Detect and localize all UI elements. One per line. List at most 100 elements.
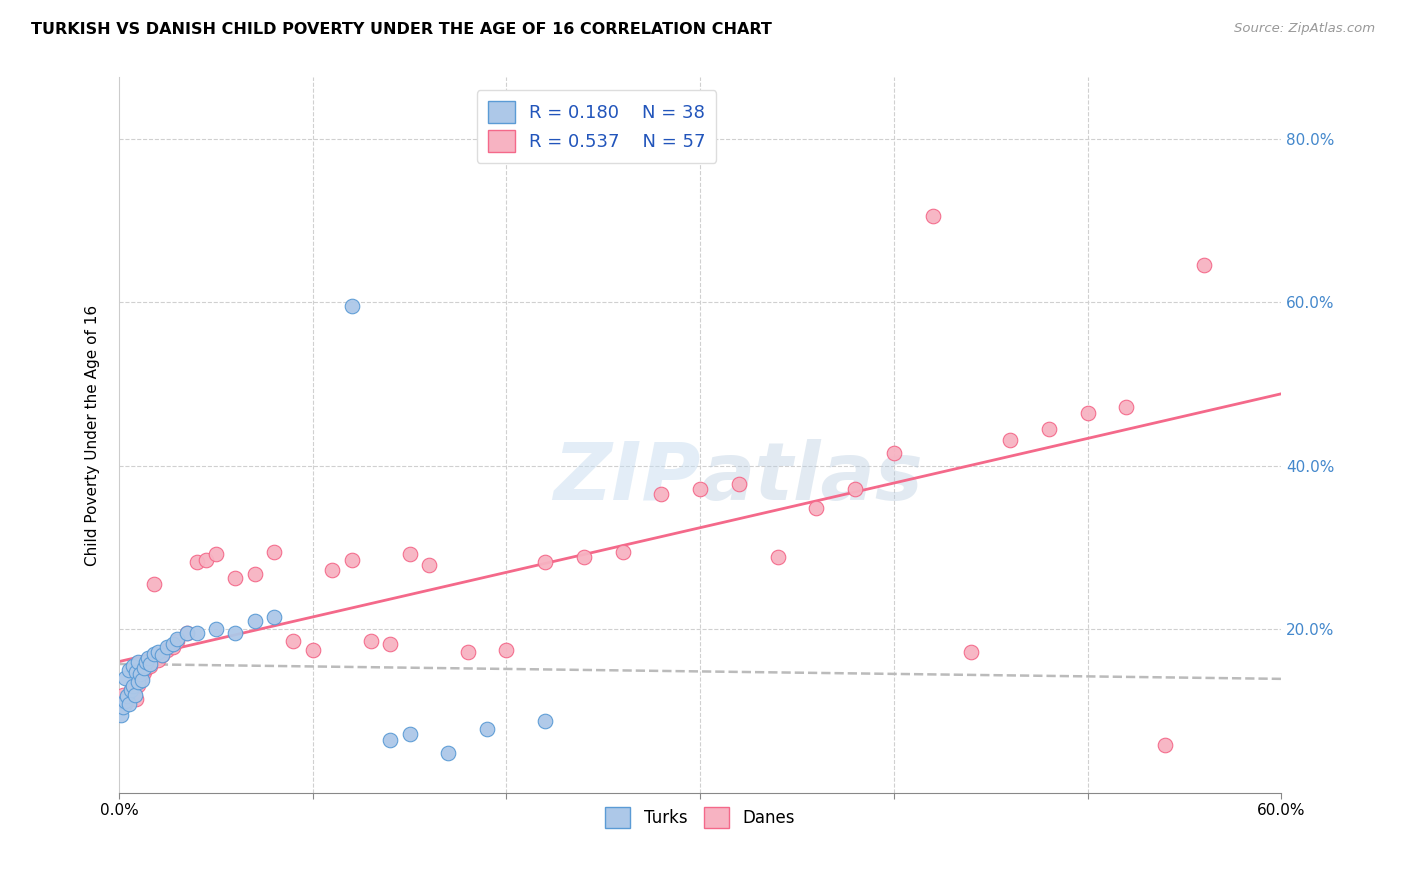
Point [124, 688, 146, 702]
Point [205, 547, 228, 561]
Point [883, 446, 905, 460]
Point [689, 482, 711, 496]
Point [1154, 738, 1177, 752]
Point [398, 547, 420, 561]
Point [321, 563, 343, 577]
Text: TURKISH VS DANISH CHILD POVERTY UNDER THE AGE OF 16 CORRELATION CHART: TURKISH VS DANISH CHILD POVERTY UNDER TH… [31, 22, 772, 37]
Point [176, 626, 198, 640]
Point [111, 699, 134, 714]
Point [360, 634, 382, 648]
Point [120, 683, 142, 698]
Point [121, 659, 143, 673]
Point [136, 650, 159, 665]
Point [110, 708, 132, 723]
Point [418, 558, 440, 573]
Point [1192, 259, 1215, 273]
Point [139, 659, 162, 673]
Point [1038, 422, 1060, 436]
Point [162, 637, 184, 651]
Point [186, 555, 208, 569]
Point [844, 482, 866, 496]
Point [139, 657, 162, 671]
Point [114, 671, 136, 685]
Point [380, 732, 402, 747]
Point [176, 626, 198, 640]
Point [127, 655, 149, 669]
Point [156, 642, 179, 657]
Point [131, 673, 153, 687]
Point [114, 698, 136, 712]
Point [224, 572, 246, 586]
Point [650, 487, 672, 501]
Point [283, 634, 305, 648]
Point [121, 680, 143, 694]
Point [921, 210, 943, 224]
Point [142, 577, 165, 591]
Point [766, 550, 789, 565]
Point [127, 675, 149, 690]
Point [1115, 400, 1137, 414]
Point [146, 653, 169, 667]
Point [142, 647, 165, 661]
Point [127, 678, 149, 692]
Point [572, 550, 595, 565]
Point [224, 626, 246, 640]
Text: atlas: atlas [700, 439, 922, 517]
Text: ZIP: ZIP [553, 439, 700, 517]
Point [162, 640, 184, 655]
Point [136, 657, 159, 671]
Point [534, 714, 557, 728]
Point [263, 610, 285, 624]
Point [129, 673, 152, 687]
Point [125, 665, 148, 679]
Point [998, 433, 1021, 447]
Point [118, 698, 141, 712]
Point [166, 634, 188, 648]
Point [475, 722, 498, 736]
Point [111, 688, 134, 702]
Point [125, 691, 148, 706]
Point [457, 645, 479, 659]
Point [495, 642, 517, 657]
Point [156, 640, 179, 655]
Point [243, 614, 266, 628]
Point [806, 501, 828, 516]
Point [134, 665, 156, 679]
Point [728, 476, 751, 491]
Legend: Turks, Danes: Turks, Danes [599, 801, 801, 834]
Point [195, 552, 218, 566]
Point [960, 645, 983, 659]
Point [110, 691, 132, 706]
Point [150, 648, 173, 663]
Text: Source: ZipAtlas.com: Source: ZipAtlas.com [1234, 22, 1375, 36]
Point [115, 689, 138, 703]
Point [205, 622, 228, 636]
Point [534, 555, 557, 569]
Point [301, 642, 323, 657]
Point [129, 667, 152, 681]
Point [186, 626, 208, 640]
Point [612, 544, 634, 558]
Point [134, 661, 156, 675]
Point [115, 694, 138, 708]
Y-axis label: Child Poverty Under the Age of 16: Child Poverty Under the Age of 16 [86, 304, 100, 566]
Point [135, 661, 157, 675]
Point [150, 648, 173, 663]
Point [120, 683, 142, 698]
Point [340, 552, 363, 566]
Point [398, 727, 420, 741]
Point [1077, 406, 1099, 420]
Point [135, 655, 157, 669]
Point [340, 299, 363, 313]
Point [124, 681, 146, 695]
Point [263, 544, 285, 558]
Point [118, 663, 141, 677]
Point [131, 670, 153, 684]
Point [146, 645, 169, 659]
Point [243, 566, 266, 581]
Point [114, 694, 136, 708]
Point [437, 747, 460, 761]
Point [380, 637, 402, 651]
Point [118, 689, 141, 703]
Point [121, 686, 143, 700]
